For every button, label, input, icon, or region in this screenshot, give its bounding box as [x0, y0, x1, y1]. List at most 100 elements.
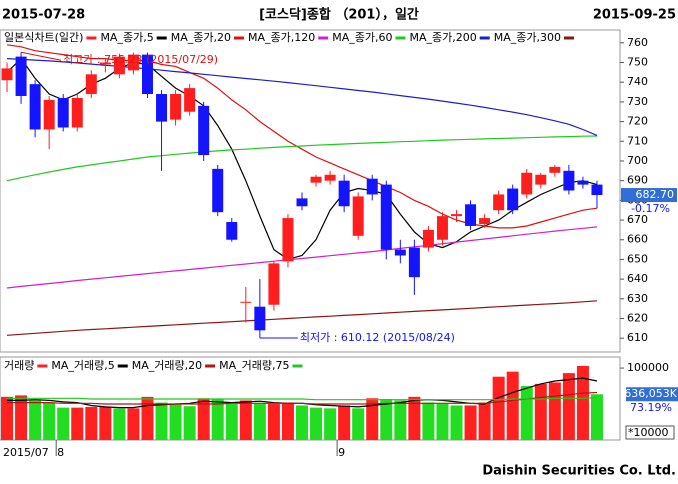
- volume-bar: [211, 399, 224, 440]
- volume-bar: [267, 404, 280, 440]
- y-tick-label: 630: [627, 292, 648, 305]
- volume-bar: [380, 399, 393, 440]
- ma-line: [6, 135, 598, 182]
- last-price-box: [621, 188, 677, 203]
- legend-label: MA_거래량,20: [132, 359, 202, 372]
- volume-bar: [506, 371, 519, 440]
- volume-bar: [113, 408, 126, 440]
- candle-body: [521, 172, 533, 195]
- volume-bar: [394, 400, 407, 440]
- volume-bar: [29, 400, 42, 440]
- candle-body: [563, 170, 575, 191]
- candle-body: [268, 263, 280, 305]
- legend-label: MA_거래량,5: [51, 359, 114, 372]
- y-tick-label: 750: [627, 56, 648, 69]
- annotation-arrow: [20, 51, 62, 61]
- legend-label: MA_거래량,75: [219, 359, 289, 372]
- candle-body: [465, 204, 477, 226]
- volume-bar: [225, 404, 238, 440]
- change: -0.17%: [631, 202, 670, 215]
- legend-label: MA_종가,5: [100, 31, 153, 44]
- volume-bar: [338, 405, 351, 440]
- candle-body: [352, 196, 364, 236]
- volume-bar: [57, 407, 70, 440]
- y-tick-label: 650: [627, 252, 648, 265]
- last-volume: 636,053K: [624, 387, 677, 400]
- last-volume-box: [626, 387, 678, 402]
- candle-body: [380, 184, 392, 250]
- candle-body: [338, 180, 350, 207]
- y-tick-label: 740: [627, 75, 648, 88]
- volume-bar: [239, 400, 252, 440]
- ma-line: [7, 397, 598, 401]
- y-tick-label: 720: [627, 115, 648, 128]
- volume-bar: [450, 405, 463, 440]
- ma-line: [6, 58, 598, 136]
- volume-bar: [253, 404, 266, 440]
- candle-body: [535, 174, 547, 185]
- volume-bar: [296, 405, 308, 440]
- volume-bar: [562, 373, 575, 440]
- candle-body: [549, 166, 561, 173]
- candle-body: [422, 229, 434, 248]
- volume-bar: [534, 383, 547, 440]
- volume-bar: [155, 402, 168, 440]
- candle-body: [212, 168, 224, 213]
- end-date: 2015-09-25: [593, 8, 676, 23]
- annotation: 최저가 : 610.12 (2015/08/24): [300, 331, 455, 344]
- y-tick-label: 660: [627, 233, 648, 246]
- volume-bar: [127, 408, 140, 440]
- volume-bar: [478, 402, 491, 440]
- y-tick-label: 100000: [627, 361, 669, 374]
- candle-body: [43, 99, 55, 130]
- volume-bar: [71, 407, 84, 440]
- volume-bar: [422, 402, 435, 440]
- candle-body: [296, 198, 308, 207]
- candle-body: [99, 62, 111, 65]
- volume-bar: [366, 398, 379, 440]
- volume-bar: [436, 404, 449, 440]
- chart-title: [코스닥]종합 （201），일간: [259, 7, 419, 23]
- candle-body: [170, 94, 182, 120]
- start-date: 2015-07-28: [2, 8, 85, 23]
- candle-body: [282, 218, 294, 262]
- volume-bar: [15, 395, 28, 440]
- y-tick-label: 640: [627, 272, 648, 285]
- candle-body: [507, 188, 519, 211]
- y-tick-label: 760: [627, 36, 648, 49]
- x-tick-label: 8: [57, 446, 64, 459]
- candle-body: [493, 194, 505, 211]
- volume-bar: [590, 394, 603, 440]
- candle-body: [310, 176, 322, 183]
- candle-body: [141, 54, 153, 95]
- ma-line: [7, 391, 598, 405]
- legend-label: MA_종가,60: [332, 31, 392, 44]
- candle-body: [394, 249, 406, 256]
- legend-label: MA_종가,200: [409, 31, 476, 44]
- candle-body: [127, 54, 139, 71]
- candle-body: [1, 68, 13, 81]
- volume-bar: [169, 404, 182, 440]
- volume-bar: [43, 402, 56, 440]
- volume-bar: [492, 376, 505, 440]
- legend-label: MA_종가,20: [171, 31, 231, 44]
- unit-label: *10000: [628, 426, 669, 439]
- candle-body: [29, 84, 41, 130]
- y-tick-label: 690: [627, 174, 648, 187]
- volume-bar: [324, 408, 337, 440]
- volume-ratio: 73.19%: [630, 401, 672, 414]
- volume-bar: [1, 396, 14, 440]
- candle-body: [577, 180, 589, 185]
- candle-body: [57, 97, 69, 128]
- candle-body: [436, 216, 448, 240]
- y-tick-label: 610: [627, 331, 648, 344]
- candle-body: [366, 178, 378, 195]
- candle-body: [71, 97, 83, 128]
- ma-line: [6, 300, 598, 336]
- candle-body: [240, 301, 252, 303]
- legend-label: MA_종가,300: [494, 31, 561, 44]
- source: Daishin Securities Co. Ltd.: [482, 464, 676, 479]
- ma-line: [6, 226, 598, 289]
